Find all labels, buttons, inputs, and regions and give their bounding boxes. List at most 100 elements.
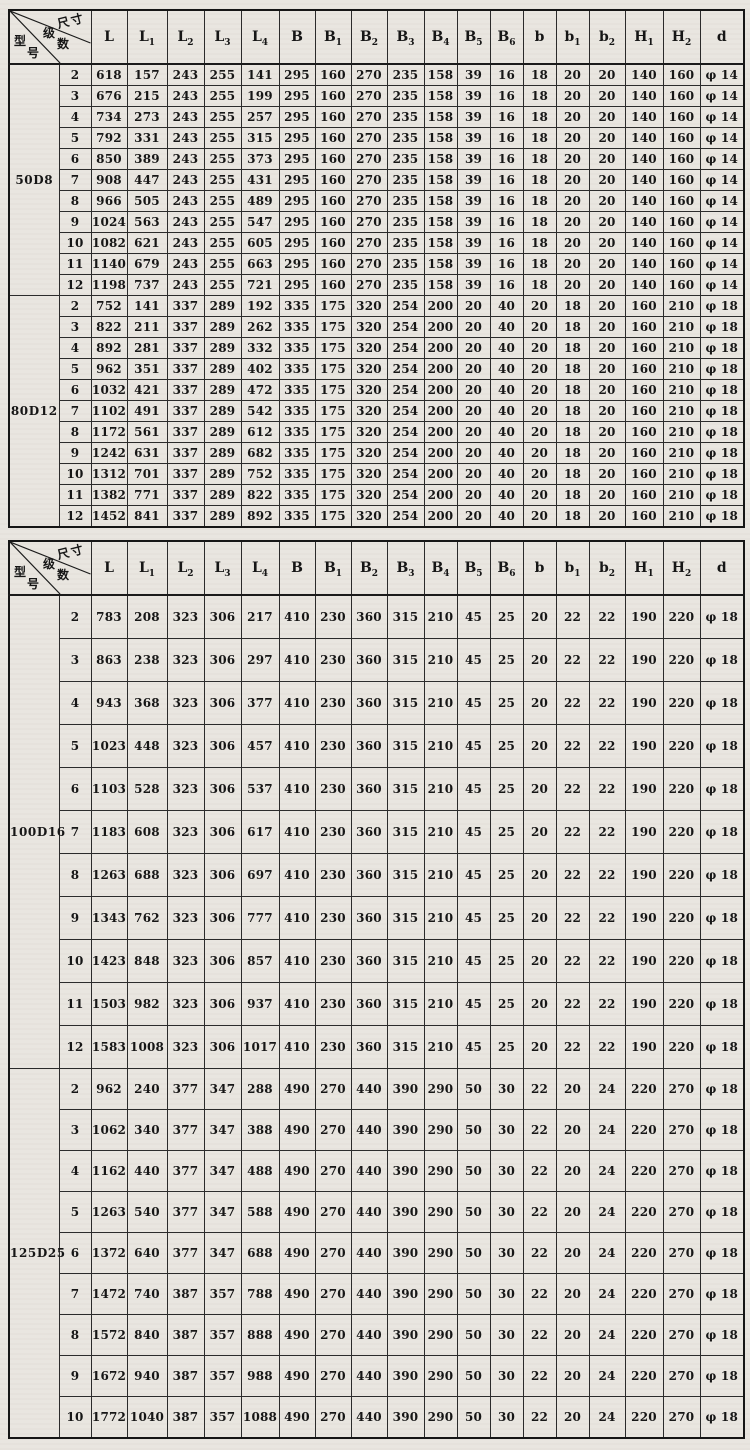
- stage-count-cell: 6: [58, 148, 92, 170]
- value-cell-b2: 20: [588, 211, 626, 233]
- value-cell-B: 410: [278, 1025, 316, 1069]
- value-cell-B1: 270: [314, 1150, 352, 1192]
- value-cell-B6: 40: [489, 442, 524, 464]
- value-cell-L: 618: [90, 63, 128, 86]
- value-cell-B5: 39: [456, 106, 491, 128]
- value-cell-L2: 337: [166, 316, 205, 338]
- value-cell-B4: 290: [423, 1150, 458, 1192]
- value-cell-L2: 323: [166, 1025, 205, 1069]
- stage-row: 4 943 368 323 306 377 410 230 360 315 210 45 25 20 22 2…: [9, 681, 745, 725]
- value-cell-B: 295: [278, 169, 316, 191]
- value-cell-H1: 220: [624, 1150, 664, 1192]
- value-cell-b: 22: [522, 1109, 557, 1151]
- value-cell-B: 410: [278, 896, 316, 940]
- value-cell-B5: 45: [456, 982, 491, 1026]
- value-cell-L3: 255: [203, 274, 242, 296]
- value-cell-d: φ 18: [699, 1025, 745, 1069]
- value-cell-B1: 160: [314, 148, 352, 170]
- value-cell-d: φ 18: [699, 594, 745, 639]
- value-cell-H2: 220: [662, 767, 701, 811]
- corner-header-cell: 尺寸级数型号: [8, 9, 92, 65]
- corner-label-stages: 数: [57, 37, 70, 51]
- value-cell-L2: 337: [166, 358, 205, 380]
- value-cell-B3: 390: [386, 1314, 425, 1356]
- value-cell-B: 295: [278, 85, 316, 107]
- value-cell-d: φ 18: [699, 1068, 745, 1110]
- value-cell-b2: 22: [588, 1025, 626, 1069]
- value-cell-B: 335: [278, 505, 316, 528]
- value-cell-B4: 210: [423, 594, 458, 639]
- value-cell-b1: 18: [555, 505, 590, 528]
- value-cell-d: φ 14: [699, 169, 745, 191]
- stage-count-cell: 3: [58, 316, 92, 338]
- column-header-B6: B6: [489, 9, 524, 65]
- value-cell-L1: 273: [126, 106, 168, 128]
- stage-row: 7 1183 608 323 306 617 410 230 360 315 210 45 25 20 22…: [9, 810, 745, 854]
- value-cell-L2: 337: [166, 421, 205, 443]
- value-cell-L2: 337: [166, 337, 205, 359]
- model-cell-80D12: 80D12: [8, 295, 60, 528]
- value-cell-L2: 337: [166, 400, 205, 422]
- value-cell-L4: 822: [240, 484, 280, 506]
- value-cell-B4: 200: [423, 421, 458, 443]
- value-cell-b2: 22: [588, 638, 626, 682]
- stage-count-cell: 4: [58, 106, 92, 128]
- value-cell-L4: 315: [240, 127, 280, 149]
- value-cell-B: 410: [278, 853, 316, 897]
- value-cell-B6: 25: [489, 767, 524, 811]
- value-cell-B1: 270: [314, 1068, 352, 1110]
- value-cell-B6: 40: [489, 505, 524, 528]
- stage-row: 3 676 215 243 255 199 295 160 270 235 158 39 16 18 20 2…: [9, 85, 745, 107]
- value-cell-L1: 701: [126, 463, 168, 485]
- value-cell-L1: 141: [126, 295, 168, 317]
- value-cell-b2: 22: [588, 939, 626, 983]
- value-cell-B5: 45: [456, 638, 491, 682]
- stage-row: 3 1062 340 377 347 388 490 270 440 390 290 50 30 22 20…: [9, 1109, 745, 1151]
- value-cell-B4: 290: [423, 1314, 458, 1356]
- value-cell-B4: 158: [423, 148, 458, 170]
- value-cell-b1: 20: [555, 274, 590, 296]
- stage-count-cell: 2: [58, 295, 92, 317]
- value-cell-L2: 243: [166, 232, 205, 254]
- value-cell-B6: 30: [489, 1191, 524, 1233]
- value-cell-B5: 20: [456, 316, 491, 338]
- value-cell-B3: 235: [386, 190, 425, 212]
- value-cell-H2: 160: [662, 211, 701, 233]
- column-header-L2: L2: [166, 9, 205, 65]
- value-cell-L3: 255: [203, 232, 242, 254]
- value-cell-L4: 777: [240, 896, 280, 940]
- value-cell-H2: 160: [662, 85, 701, 107]
- stage-count-cell: 3: [58, 1109, 92, 1151]
- value-cell-b2: 20: [588, 85, 626, 107]
- value-cell-b1: 20: [555, 1273, 590, 1315]
- value-cell-b2: 24: [588, 1273, 626, 1315]
- value-cell-B4: 200: [423, 295, 458, 317]
- value-cell-B2: 320: [350, 400, 388, 422]
- column-header-B1: B1: [314, 9, 352, 65]
- value-cell-L3: 347: [203, 1150, 242, 1192]
- value-cell-b1: 22: [555, 1025, 590, 1069]
- value-cell-H1: 160: [624, 295, 664, 317]
- value-cell-B1: 160: [314, 211, 352, 233]
- value-cell-L1: 447: [126, 169, 168, 191]
- value-cell-L4: 937: [240, 982, 280, 1026]
- value-cell-b1: 20: [555, 1068, 590, 1110]
- stage-count-cell: 11: [58, 982, 92, 1026]
- value-cell-H2: 270: [662, 1191, 701, 1233]
- value-cell-H1: 160: [624, 421, 664, 443]
- value-cell-B: 410: [278, 767, 316, 811]
- value-cell-d: φ 18: [699, 337, 745, 359]
- value-cell-B3: 390: [386, 1191, 425, 1233]
- value-cell-B3: 390: [386, 1355, 425, 1397]
- value-cell-b2: 24: [588, 1068, 626, 1110]
- value-cell-L1: 679: [126, 253, 168, 275]
- stage-count-cell: 9: [58, 211, 92, 233]
- value-cell-H2: 210: [662, 358, 701, 380]
- value-cell-B5: 45: [456, 1025, 491, 1069]
- value-cell-L4: 752: [240, 463, 280, 485]
- value-cell-L3: 289: [203, 316, 242, 338]
- value-cell-L3: 306: [203, 594, 242, 639]
- value-cell-b1: 20: [555, 211, 590, 233]
- value-cell-L1: 351: [126, 358, 168, 380]
- value-cell-B3: 254: [386, 484, 425, 506]
